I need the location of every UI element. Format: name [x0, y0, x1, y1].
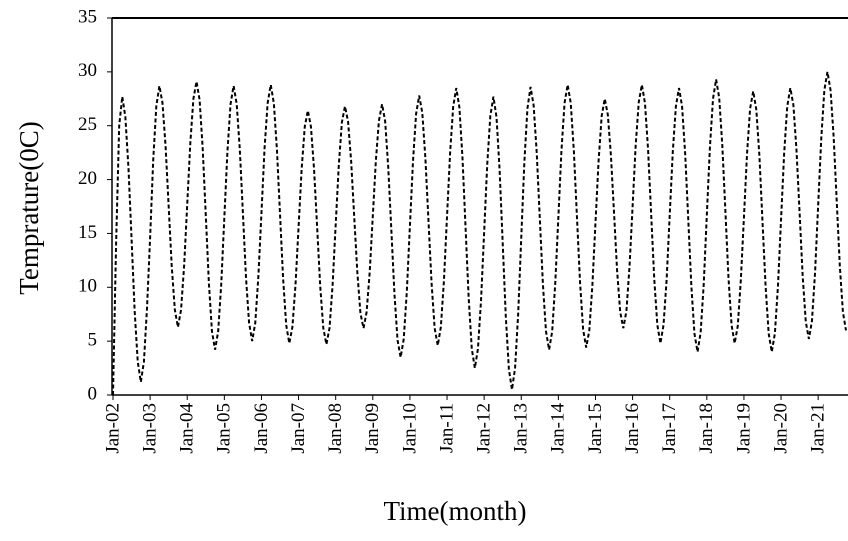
x-tick-label: Jan-03	[139, 403, 160, 454]
x-tick-label: Jan-02	[102, 403, 123, 454]
x-tick-label: Jan-18	[696, 403, 717, 454]
x-tick-label: Jan-13	[511, 403, 532, 454]
x-tick-label: Jan-16	[622, 403, 643, 454]
x-tick-label: Jan-08	[325, 403, 346, 454]
x-tick-label: Jan-04	[177, 403, 198, 454]
x-tick-label: Jan-11	[436, 403, 457, 453]
y-tick-label: 35	[78, 6, 97, 27]
x-tick-label: Jan-05	[214, 403, 235, 454]
x-tick-label: Jan-20	[770, 403, 791, 454]
y-tick-label: 5	[88, 330, 98, 351]
x-tick-label: Jan-07	[288, 403, 309, 454]
x-tick-label: Jan-09	[362, 403, 383, 454]
y-tick-label: 15	[78, 222, 97, 243]
y-axis-title: Temprature(0C)	[14, 121, 44, 295]
x-tick-label: Jan-17	[659, 403, 680, 454]
data-line	[112, 71, 847, 396]
x-axis-title: Time(month)	[383, 496, 526, 526]
y-tick-label: 20	[78, 168, 97, 189]
y-tick-label: 0	[88, 383, 98, 404]
x-tick-label: Jan-21	[808, 403, 829, 454]
x-tick-label: Jan-06	[251, 403, 272, 454]
x-tick-label: Jan-19	[733, 403, 754, 454]
x-tick-label: Jan-12	[473, 403, 494, 454]
x-tick-label: Jan-14	[548, 403, 569, 454]
x-tick-label: Jan-15	[585, 403, 606, 454]
x-tick-label: Jan-10	[399, 403, 420, 454]
y-tick-label: 30	[78, 60, 97, 81]
y-tick-label: 25	[78, 114, 97, 135]
y-tick-label: 10	[78, 276, 97, 297]
